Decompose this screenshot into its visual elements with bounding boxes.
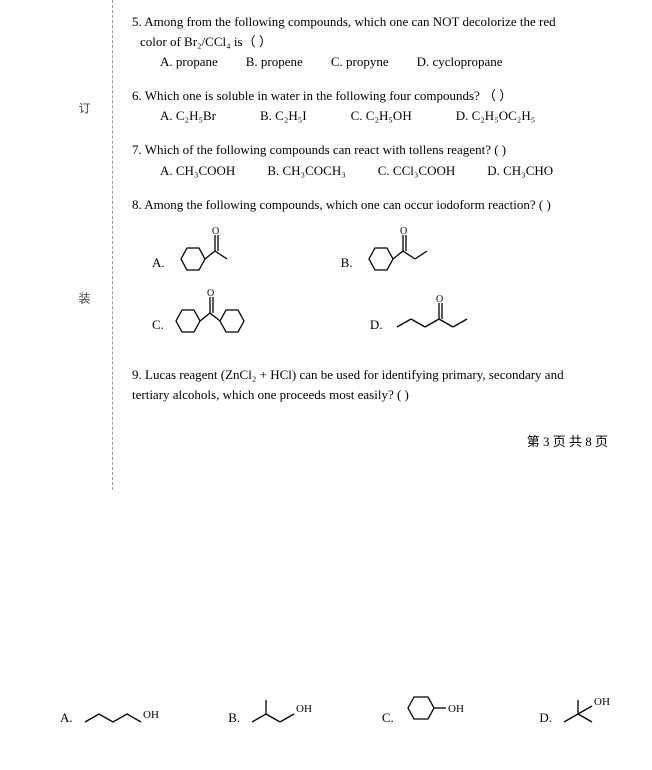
q6-options: A. C₂H₅Br B. C₂H₅I C. C₂H₅OH D. C₂H₅OC₂H… [160,108,628,124]
q9-label-c: C. [382,710,394,728]
q5-opt-b: B. propene [246,54,303,70]
q6-text: 6. Which one is soluble in water in the … [132,86,628,106]
q9-line1: 9. Lucas reagent (ZnCl₂ + HCl) can be us… [132,367,564,382]
q7-text: 7. Which of the following compounds can … [132,140,628,160]
q7-opt-b: B. CH₃COCH₃ [267,163,345,179]
q8-struct-d-icon: O [389,291,479,337]
q7-opt-d: D. CH₃CHO [487,163,553,179]
q7-options: A. CH₃COOH B. CH₃COCH₃ C. CCl₃COOH D. CH… [160,163,628,179]
q9-label-a: A. [60,710,73,728]
q5-opt-c: C. propyne [331,54,389,70]
q8-struct-a-icon: O [171,225,241,275]
q5-line1: Among from the following compounds, whic… [144,14,555,29]
q9-line2: tertiary alcohols, which one proceeds mo… [132,385,628,405]
q8-slot-b: B. O [341,225,439,275]
binding-label-1: 订 [76,102,93,114]
q8-slot-a: A. O [152,225,241,275]
q5-options: A. propane B. propene C. propyne D. cycl… [160,54,628,70]
q8-label-c: C. [152,317,164,337]
q9-opt-a: A. OH [60,698,171,728]
q9-opt-b: B. OH [228,692,324,728]
q8-slot-c: C. O [152,287,270,337]
question-7: 7. Which of the following compounds can … [132,140,628,178]
q8-slot-d: D. O [370,287,479,337]
question-8: 8. Among the following compounds, which … [132,195,628,337]
q8-row1: A. O B. O [152,225,628,275]
svg-text:O: O [436,294,443,305]
q5-line2: color of Br₂/CCl₄ is（ ） [140,32,628,52]
q9-struct-c-icon: OH [400,688,482,728]
svg-text:OH: OH [296,703,312,715]
q8-label-b: B. [341,255,353,275]
q8-label-d: D. [370,317,383,337]
question-6: 6. Which one is soluble in water in the … [132,86,628,124]
q9-struct-a-icon: OH [79,698,171,728]
q9-label-b: B. [228,710,240,728]
content-area: 5. Among from the following compounds, w… [132,12,628,450]
q9-options: A. OH B. OH C. OH D. OH [60,688,630,728]
binding-margin-line [112,0,113,490]
svg-text:OH: OH [594,696,610,708]
q8-text: 8. Among the following compounds, which … [132,195,628,215]
q5-num: 5. [132,14,142,29]
svg-text:O: O [207,288,214,299]
svg-text:O: O [400,226,407,237]
q9-opt-d: D. OH [539,692,630,728]
svg-text:OH: OH [143,709,159,721]
q8-struct-c-icon: O [170,287,270,337]
q6-opt-a: A. C₂H₅Br [160,108,216,124]
svg-text:O: O [212,226,219,237]
page-indicator: 第 3 页 共 8 页 [132,431,628,450]
q7-opt-c: C. CCl₃COOH [378,163,456,179]
q6-opt-b: B. C₂H₅I [260,108,307,124]
q9-opt-c: C. OH [382,688,482,728]
q9-struct-d-icon: OH [558,692,630,728]
q8-label-a: A. [152,255,165,275]
question-5: 5. Among from the following compounds, w… [132,12,628,70]
q7-opt-a: A. CH₃COOH [160,163,235,179]
q6-opt-d: D. C₂H₅OC₂H₅ [456,108,536,124]
question-9: 9. Lucas reagent (ZnCl₂ + HCl) can be us… [132,365,628,405]
q9-struct-b-icon: OH [246,692,324,728]
q5-opt-d: D. cyclopropane [417,54,503,70]
binding-label-2: 装 [76,292,93,304]
q8-row2: C. O D. O [152,287,628,337]
q6-opt-c: C. C₂H₅OH [351,108,412,124]
q9-label-d: D. [539,710,552,728]
q5-opt-a: A. propane [160,54,218,70]
svg-text:OH: OH [448,703,464,715]
q8-struct-b-icon: O [359,225,439,275]
